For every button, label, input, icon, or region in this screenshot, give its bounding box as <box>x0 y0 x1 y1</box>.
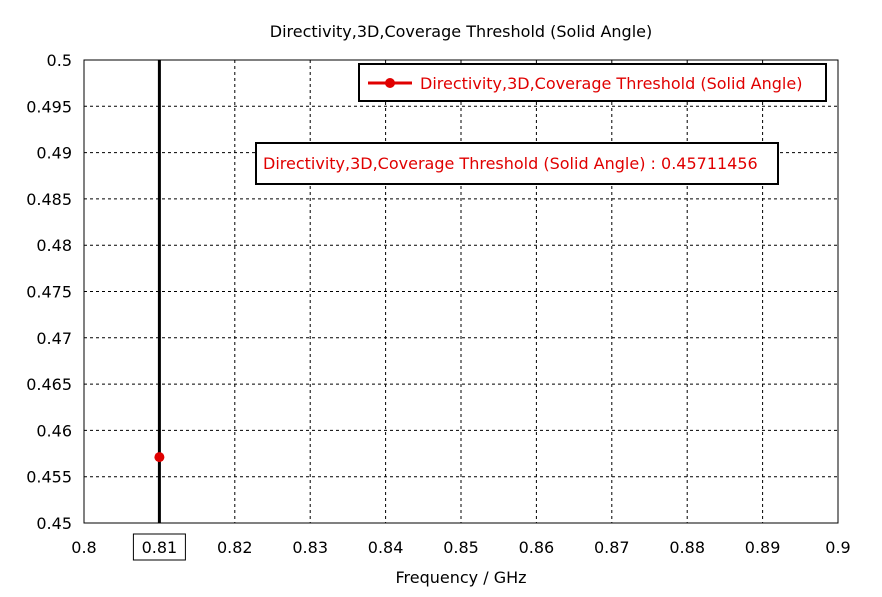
x-axis-label: Frequency / GHz <box>395 568 526 587</box>
legend-series-marker <box>385 78 395 88</box>
y-tick-label: 0.465 <box>26 375 72 394</box>
x-tick-label: 0.88 <box>669 538 705 557</box>
y-tick-label: 0.5 <box>47 51 72 70</box>
annotation-text: Directivity,3D,Coverage Threshold (Solid… <box>263 154 758 173</box>
y-tick-label: 0.49 <box>36 144 72 163</box>
x-tick-label: 0.84 <box>368 538 404 557</box>
x-tick-label: 0.9 <box>825 538 850 557</box>
x-tick-label: 0.86 <box>519 538 555 557</box>
y-tick-label: 0.48 <box>36 236 72 255</box>
marker-annotation[interactable]: Directivity,3D,Coverage Threshold (Solid… <box>255 142 779 185</box>
y-tick-label: 0.495 <box>26 97 72 116</box>
legend[interactable]: Directivity,3D,Coverage Threshold (Solid… <box>358 63 827 102</box>
y-tick-label: 0.485 <box>26 190 72 209</box>
y-tick-label: 0.45 <box>36 514 72 533</box>
series-layer <box>154 60 165 523</box>
x-tick-label: 0.8 <box>71 538 96 557</box>
chart-title: Directivity,3D,Coverage Threshold (Solid… <box>270 22 652 41</box>
legend-box <box>358 63 827 102</box>
x-tick-label: 0.87 <box>594 538 630 557</box>
x-tick-label: 0.83 <box>292 538 328 557</box>
x-tick-label: 0.89 <box>745 538 781 557</box>
plot-frame <box>83 59 839 524</box>
data-point[interactable] <box>154 452 165 463</box>
marker-x-label-box <box>132 533 186 561</box>
tick-layer: 0.8 0.81 0.82 0.83 0.84 0.85 0.86 0.87 0.88 0.89 0… <box>26 51 851 561</box>
x-tick-label: 0.82 <box>217 538 253 557</box>
legend-series-label: Directivity,3D,Coverage Threshold (Solid… <box>420 74 802 93</box>
y-tick-label: 0.46 <box>36 421 72 440</box>
x-tick-label: 0.81 <box>142 538 178 557</box>
annotation-box <box>255 142 779 185</box>
y-tick-label: 0.455 <box>26 468 72 487</box>
x-tick-label: 0.85 <box>443 538 479 557</box>
y-tick-label: 0.47 <box>36 329 72 348</box>
y-tick-label: 0.475 <box>26 283 72 302</box>
